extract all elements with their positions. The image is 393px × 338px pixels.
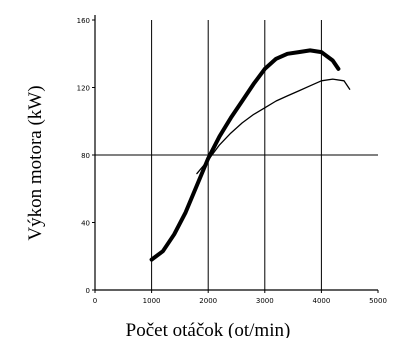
x-tick-label-5000: 5000 (369, 297, 387, 305)
y-tick-label-120: 120 (77, 85, 90, 93)
axes (92, 15, 379, 293)
series-line-thin (196, 78, 351, 175)
tick-labels: 0 40 80 120 160 0 1000 2000 3000 4000 5000 (77, 17, 387, 305)
x-axis-label: Počet otáčok (ot/min) (126, 320, 291, 338)
y-tick-label-160: 160 (77, 17, 90, 25)
x-tick-label-4000: 4000 (312, 297, 330, 305)
y-tick-label-80: 80 (81, 152, 90, 160)
x-tick-label-0: 0 (93, 297, 97, 305)
y-axis-label: Výkon motora (kW) (25, 85, 46, 240)
x-tick-label-2000: 2000 (199, 297, 217, 305)
y-tick-label-40: 40 (81, 220, 90, 228)
series-line-thick (149, 48, 341, 262)
series-group (149, 48, 351, 262)
grid-lines (95, 20, 378, 290)
x-tick-label-3000: 3000 (256, 297, 274, 305)
x-tick-label-1000: 1000 (143, 297, 161, 305)
y-tick-label-0: 0 (86, 287, 90, 295)
